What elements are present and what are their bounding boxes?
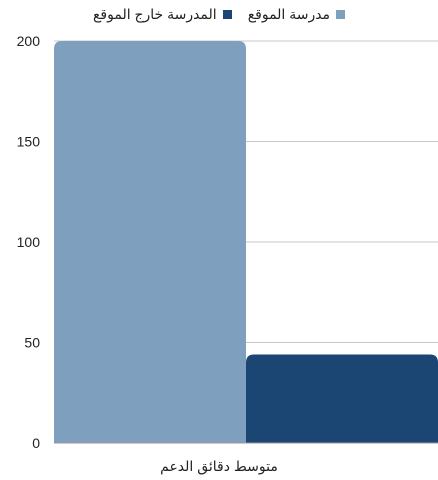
legend-swatch-offsite [222,10,232,19]
y-tick-label: 200 [17,33,41,49]
legend-item-onsite: مدرسة الموقع [247,6,346,23]
y-tick-label: 50 [24,335,40,351]
y-tick-label: 150 [17,134,41,150]
legend: مدرسة الموقع المدرسة خارج الموقع [0,6,438,23]
legend-label-offsite: المدرسة خارج الموقع [92,6,217,22]
legend-label-onsite: مدرسة الموقع [247,6,331,22]
legend-item-offsite: المدرسة خارج الموقع [93,6,232,23]
y-tick-label: 100 [17,234,41,250]
bar-onsite [54,41,246,443]
y-tick-label: 0 [32,435,40,451]
x-category-label: متوسط دقائق الدعم [160,458,278,474]
legend-swatch-onsite [336,10,346,19]
bar-offsite [246,354,438,443]
